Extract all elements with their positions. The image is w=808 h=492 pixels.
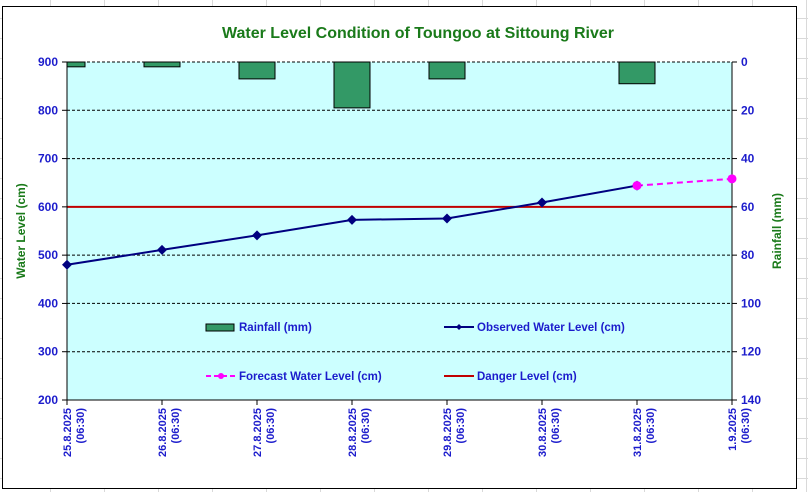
x-tick-label-time: (06:30) (75, 408, 87, 444)
y-tick-label: 600 (38, 200, 58, 214)
legend-label: Observed Water Level (cm) (477, 322, 625, 334)
x-tick-label: 25.8.2025 (62, 408, 74, 457)
observed-point (347, 214, 357, 225)
chart-frame: Water Level Condition of Toungoo at Sitt… (2, 6, 797, 489)
legend-label: Danger Level (cm) (477, 371, 577, 383)
water-level-chart: Water Level Condition of Toungoo at Sitt… (14, 25, 784, 457)
observed-point (442, 213, 452, 224)
y2-tick-label: 40 (741, 152, 755, 166)
y2-tick-label: 120 (741, 345, 761, 359)
legend-observed-marker (456, 324, 462, 330)
y-tick-label: 500 (38, 248, 58, 262)
rainfall-bar (143, 61, 181, 68)
y2-tick-label: 100 (741, 296, 761, 310)
y2-tick-label: 60 (741, 200, 755, 214)
x-tick-label-time: (06:30) (740, 408, 752, 444)
legend-forecast-marker (218, 373, 224, 379)
y2-tick-label: 140 (741, 393, 761, 407)
y-tick-label: 300 (38, 345, 58, 359)
x-tick-label: 26.8.2025 (157, 408, 169, 457)
plot-area (67, 62, 732, 400)
rainfall-bar (428, 61, 466, 80)
observed-point (537, 197, 547, 208)
x-tick-label-time: (06:30) (645, 408, 657, 444)
x-tick-label: 28.8.2025 (347, 408, 359, 457)
forecast-point (632, 181, 642, 191)
legend-label: Rainfall (mm) (239, 322, 312, 334)
x-tick-label-time: (06:30) (265, 408, 277, 444)
y2-axis-title: Rainfall (mm) (770, 193, 784, 269)
y2-tick-label: 0 (741, 55, 748, 69)
legend-rainfall-swatch (205, 323, 235, 332)
rainfall-bar (333, 61, 371, 109)
y-axis-title: Water Level (cm) (14, 183, 28, 279)
observed-point (252, 230, 262, 241)
observed-point (157, 244, 167, 255)
y-tick-label: 700 (38, 152, 58, 166)
rainfall-bar (66, 61, 86, 68)
y-tick-label: 200 (38, 393, 58, 407)
forecast-point (727, 174, 737, 184)
legend-label: Forecast Water Level (cm) (239, 371, 382, 383)
x-tick-label: 27.8.2025 (252, 408, 264, 457)
y2-tick-label: 20 (741, 103, 755, 117)
y-tick-label: 800 (38, 103, 58, 117)
y2-tick-label: 80 (741, 248, 755, 262)
x-tick-label: 1.9.2025 (727, 408, 739, 451)
observed-point (62, 259, 72, 270)
rainfall-bar (238, 61, 276, 80)
y-tick-label: 400 (38, 296, 58, 310)
forecast-line (636, 177, 733, 187)
x-tick-label-time: (06:30) (550, 408, 562, 444)
chart-title: Water Level Condition of Toungoo at Sitt… (222, 25, 614, 42)
x-tick-label: 31.8.2025 (632, 408, 644, 457)
y-tick-label: 900 (38, 55, 58, 69)
x-tick-label-time: (06:30) (455, 408, 467, 444)
x-tick-label: 29.8.2025 (442, 408, 454, 457)
x-tick-label-time: (06:30) (360, 408, 372, 444)
x-tick-label-time: (06:30) (170, 408, 182, 444)
rainfall-bar (618, 61, 656, 85)
x-tick-label: 30.8.2025 (537, 408, 549, 457)
legend: Rainfall (mm) Observed Water Level (cm) Fo… (205, 322, 625, 383)
